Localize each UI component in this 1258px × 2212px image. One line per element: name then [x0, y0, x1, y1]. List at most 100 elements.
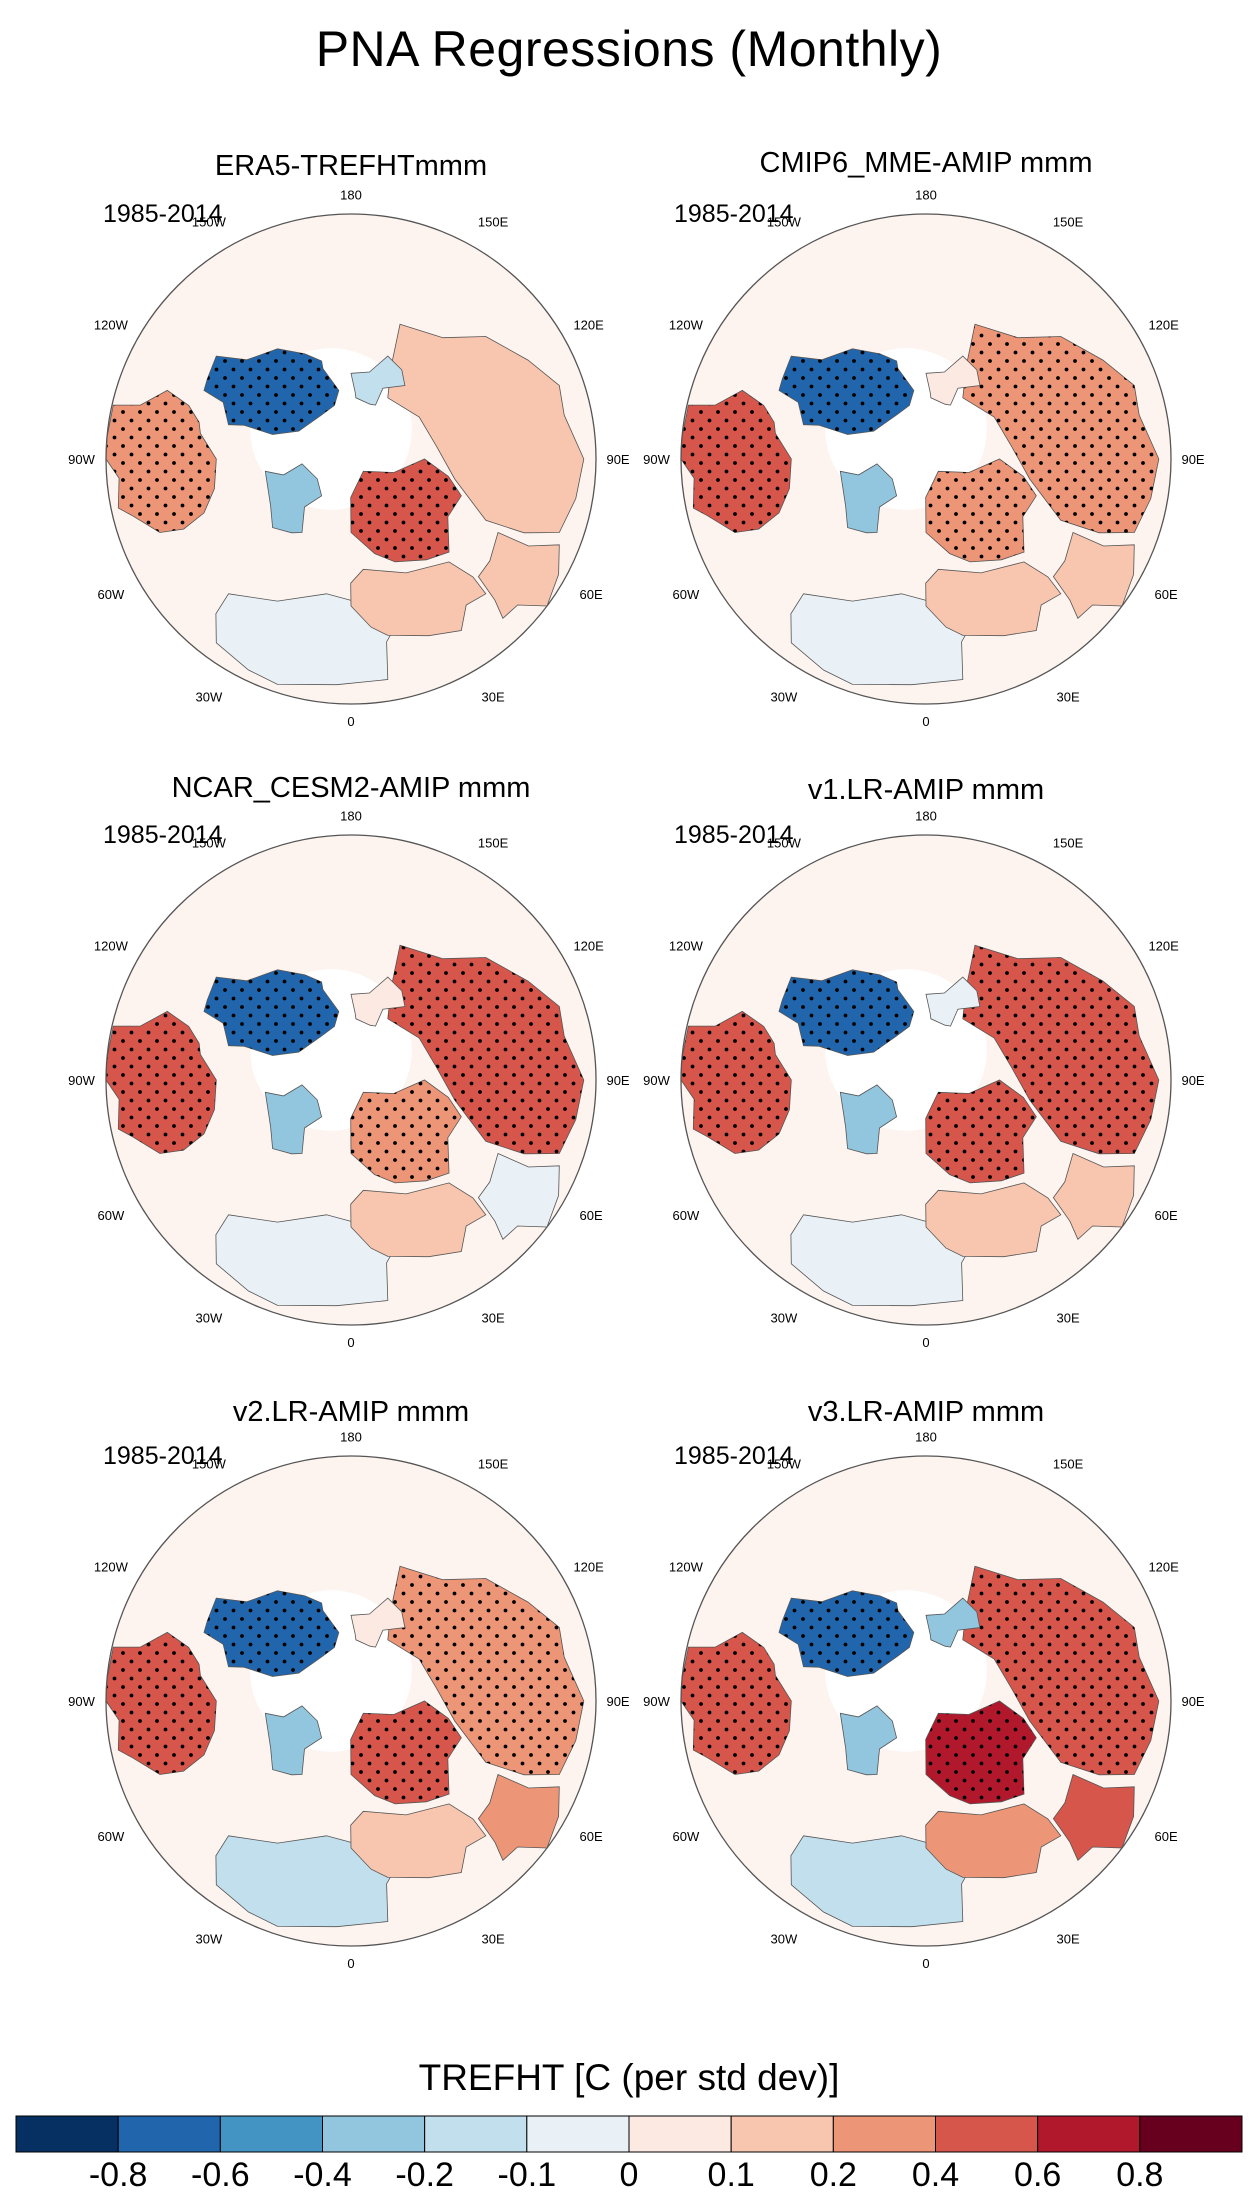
panel-title-4: v1.LR-AMIP mmm [807, 774, 1045, 806]
lon-label-0: 0 [347, 1335, 354, 1350]
anomaly-region-greenland [839, 1084, 898, 1155]
anomaly-region-central-asia [477, 1773, 560, 1861]
lon-label-60w: 60W [673, 587, 700, 602]
lon-label-150w: 150W [767, 214, 802, 229]
lon-label-120e: 120E [1148, 317, 1179, 332]
lon-label-90e: 90E [606, 1694, 629, 1709]
lon-label-60e: 60E [1155, 1829, 1178, 1844]
anomaly-region-alaska [925, 355, 981, 406]
panel-title-3: NCAR_CESM2-AMIP mmm [171, 772, 531, 804]
lon-label-120e: 120E [573, 317, 604, 332]
lon-label-30e: 30E [482, 690, 505, 705]
figure-title: PNA Regressions (Monthly) [315, 21, 943, 77]
lon-label-150w: 150W [192, 1456, 227, 1471]
lon-label-150e: 150E [478, 214, 509, 229]
anomaly-region-atlantic [215, 593, 401, 686]
significance-stipple-siberia [204, 1590, 339, 1677]
map-boundary [680, 213, 1172, 705]
lon-label-60e: 60E [1155, 1208, 1178, 1223]
lon-label-150e: 150E [478, 835, 509, 850]
anomaly-region-greenland [264, 1705, 323, 1776]
lon-label-120e: 120E [1148, 938, 1179, 953]
lon-label-30w: 30W [196, 1311, 223, 1326]
lon-label-90e: 90E [1181, 1694, 1204, 1709]
lon-label-180: 180 [915, 187, 937, 202]
lon-label-120w: 120W [669, 317, 704, 332]
lon-label-60e: 60E [580, 587, 603, 602]
lon-label-60w: 60W [98, 1208, 125, 1223]
significance-stipple-siberia [779, 1590, 914, 1677]
lon-label-150e: 150E [478, 1456, 509, 1471]
lon-label-60e: 60E [1155, 587, 1178, 602]
anomaly-region-central-asia [1052, 531, 1135, 619]
colorbar-title: TREFHT [C (per std dev)] [418, 2057, 840, 2098]
panel-period-6: 1985-2014 [674, 1442, 794, 1470]
lon-label-150w: 150W [192, 835, 227, 850]
anomaly-region-alaska [350, 1597, 406, 1648]
lon-label-0: 0 [347, 714, 354, 729]
significance-stipple-eurasia [387, 945, 584, 1154]
lon-label-0: 0 [922, 1956, 929, 1971]
anomaly-region-central-asia [1052, 1773, 1135, 1861]
significance-stipple-scandinavia [350, 1080, 462, 1183]
lon-label-90w: 90W [643, 1694, 670, 1709]
anomaly-region-central-asia [477, 1152, 560, 1240]
anomaly-region-greenland [839, 1705, 898, 1776]
anomaly-region-europe-south [925, 1803, 1062, 1879]
significance-stipple-siberia [204, 969, 339, 1056]
anomaly-region-europe-south [350, 1182, 487, 1258]
anomaly-region-atlantic [215, 1835, 401, 1928]
significance-stipple-scandinavia [925, 1080, 1037, 1183]
anomaly-region-greenland [264, 1084, 323, 1155]
map-boundary [105, 834, 597, 1326]
significance-stipple-eurasia [962, 324, 1159, 533]
panel-period-5: 1985-2014 [103, 1442, 223, 1470]
lon-label-30w: 30W [771, 1311, 798, 1326]
lon-label-120w: 120W [669, 1559, 704, 1574]
significance-stipple-siberia [204, 348, 339, 435]
significance-stipple-canada-west [106, 1011, 217, 1154]
anomaly-region-alaska [350, 355, 406, 406]
significance-stipple-canada-west [681, 1632, 792, 1775]
lon-label-150e: 150E [1053, 835, 1084, 850]
map-boundary [680, 1455, 1172, 1947]
lon-label-90w: 90W [643, 452, 670, 467]
lon-label-180: 180 [915, 808, 937, 823]
significance-stipple-scandinavia [925, 1701, 1037, 1804]
significance-stipple-canada-west [681, 390, 792, 533]
significance-stipple-siberia [779, 969, 914, 1056]
lon-label-0: 0 [922, 714, 929, 729]
map-panel-6: 180 150E 150W 120E 120W 90E 90W 60E 60W 30E 30W 0 [643, 1429, 1205, 1971]
significance-stipple-siberia [779, 348, 914, 435]
anomaly-region-central-asia [1052, 1152, 1135, 1240]
anomaly-region-greenland [839, 463, 898, 534]
lon-label-150w: 150W [767, 835, 802, 850]
anomaly-region-alaska [350, 976, 406, 1027]
panel-period-1: 1985-2014 [103, 200, 223, 228]
lon-label-30e: 30E [1057, 690, 1080, 705]
lon-label-60e: 60E [580, 1829, 603, 1844]
significance-stipple-eurasia [387, 1566, 584, 1775]
lon-label-120e: 120E [573, 938, 604, 953]
panel-title-1: ERA5-TREFHTmmm [214, 150, 488, 182]
lon-label-60w: 60W [98, 587, 125, 602]
anomaly-region-alaska [925, 976, 981, 1027]
lon-label-90e: 90E [606, 1073, 629, 1088]
significance-stipple-eurasia [962, 945, 1159, 1154]
panel-period-2: 1985-2014 [674, 200, 794, 228]
map-panel-4: 180 150E 150W 120E 120W 90E 90W 60E 60W 30E 30W 0 [643, 808, 1205, 1350]
map-panel-5: 180 150E 150W 120E 120W 90E 90W 60E 60W 30E 30W 0 [68, 1429, 630, 1971]
lon-label-120w: 120W [669, 938, 704, 953]
lon-label-120e: 120E [573, 1559, 604, 1574]
lon-label-30w: 30W [196, 1932, 223, 1947]
lon-label-180: 180 [340, 187, 362, 202]
map-panel-2: 180 150E 150W 120E 120W 90E 90W 60E 60W 30E 30W 0 [643, 187, 1205, 729]
lon-label-90w: 90W [643, 1073, 670, 1088]
anomaly-region-europe-south [925, 1182, 1062, 1258]
map-boundary [105, 1455, 597, 1947]
lon-label-30w: 30W [771, 1932, 798, 1947]
anomaly-region-atlantic [790, 1835, 976, 1928]
lon-label-150w: 150W [767, 1456, 802, 1471]
